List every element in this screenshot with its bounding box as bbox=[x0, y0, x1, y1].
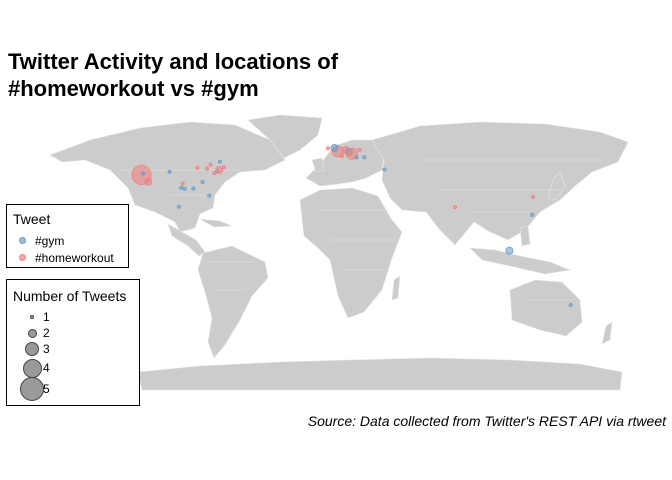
tweet-point-gym bbox=[505, 246, 514, 255]
tweet-point-homeworkout bbox=[452, 205, 457, 210]
land-australia bbox=[509, 279, 583, 337]
tweet-point-gym bbox=[382, 167, 387, 172]
size-4-icon bbox=[22, 358, 42, 378]
size-3-icon bbox=[25, 342, 39, 356]
tweet-point-homeworkout bbox=[221, 165, 226, 170]
land-philippines bbox=[519, 225, 531, 247]
size-2-icon bbox=[27, 328, 37, 338]
tweet-point-homeworkout bbox=[180, 181, 185, 186]
legend-size-label: 1 bbox=[43, 310, 50, 324]
legend-size-label: 4 bbox=[43, 361, 50, 375]
tweet-point-homeworkout bbox=[215, 165, 224, 174]
size-5-icon bbox=[20, 377, 44, 401]
land-central-america bbox=[167, 223, 206, 257]
tweet-point-gym bbox=[167, 169, 172, 174]
tweet-point-homeworkout bbox=[339, 153, 344, 158]
legend-label-gym: #gym bbox=[35, 234, 65, 248]
legend-size-label: 3 bbox=[43, 342, 50, 356]
land-antarctica bbox=[137, 357, 623, 391]
legend-size-title: Number of Tweets bbox=[13, 288, 127, 304]
tweet-point-gym bbox=[140, 171, 145, 176]
tweet-point-gym bbox=[330, 143, 339, 152]
tweet-point-gym bbox=[530, 212, 535, 217]
land-caribbean bbox=[199, 218, 233, 228]
tweet-point-gym bbox=[182, 186, 187, 191]
legend-number-of-tweets: Number of Tweets 1 2 3 4 5 bbox=[6, 279, 140, 406]
title-line-2: #homeworkout vs #gym bbox=[8, 76, 259, 101]
tweet-point-gym bbox=[568, 302, 573, 307]
source-caption: Source: Data collected from Twitter's RE… bbox=[307, 413, 666, 429]
tweet-point-homeworkout bbox=[144, 177, 153, 186]
tweet-point-gym bbox=[217, 159, 222, 164]
tweet-point-gym bbox=[176, 204, 181, 209]
tweet-point-homeworkout bbox=[204, 166, 209, 171]
legend-item-homeworkout: #homeworkout bbox=[7, 250, 128, 266]
tweet-point-homeworkout bbox=[195, 165, 200, 170]
legend-size-row: 3 bbox=[7, 341, 139, 357]
tweet-point-gym bbox=[200, 179, 205, 184]
legend-size-row: 1 bbox=[7, 309, 139, 325]
title-line-1: Twitter Activity and locations of bbox=[8, 49, 339, 74]
legend-size-row: 4 bbox=[7, 358, 139, 378]
legend-size-row: 5 bbox=[7, 377, 139, 401]
gym-key-icon bbox=[19, 237, 26, 244]
size-1-icon bbox=[30, 315, 34, 319]
tweet-point-homeworkout bbox=[325, 146, 330, 151]
land-new-zealand bbox=[601, 321, 613, 345]
land-british-isles bbox=[311, 157, 325, 173]
legend-size-label: 2 bbox=[43, 326, 50, 340]
tweet-point-gym bbox=[354, 155, 359, 160]
legend-item-gym: #gym bbox=[7, 233, 128, 249]
legend-tweet-title: Tweet bbox=[13, 211, 51, 227]
legend-label-homeworkout: #homeworkout bbox=[35, 251, 114, 265]
land-asia bbox=[371, 121, 629, 246]
tweet-point-gym bbox=[207, 193, 212, 198]
map-title: Twitter Activity and locations of #homew… bbox=[8, 48, 338, 102]
legend-size-label: 5 bbox=[43, 382, 50, 396]
land-japan bbox=[547, 171, 566, 201]
tweet-points bbox=[131, 143, 573, 307]
homeworkout-key-icon bbox=[19, 254, 26, 261]
tweet-point-homeworkout bbox=[212, 171, 217, 176]
legend-tweet: Tweet #gym #homeworkout bbox=[6, 204, 129, 268]
legend-size-row: 2 bbox=[7, 325, 139, 341]
tweet-point-homeworkout bbox=[208, 162, 213, 167]
land-south-america bbox=[197, 245, 269, 359]
land-madagascar bbox=[391, 275, 401, 301]
tweet-point-gym bbox=[362, 155, 367, 160]
land-north-america bbox=[49, 121, 286, 233]
land-layer bbox=[49, 114, 629, 391]
land-indonesia bbox=[469, 247, 572, 275]
tweet-point-gym bbox=[179, 185, 184, 190]
tweet-point-gym bbox=[191, 186, 196, 191]
tweet-point-homeworkout bbox=[531, 194, 536, 199]
tweet-point-homeworkout bbox=[357, 147, 362, 152]
land-greenland bbox=[247, 114, 323, 159]
land-africa bbox=[299, 187, 403, 319]
